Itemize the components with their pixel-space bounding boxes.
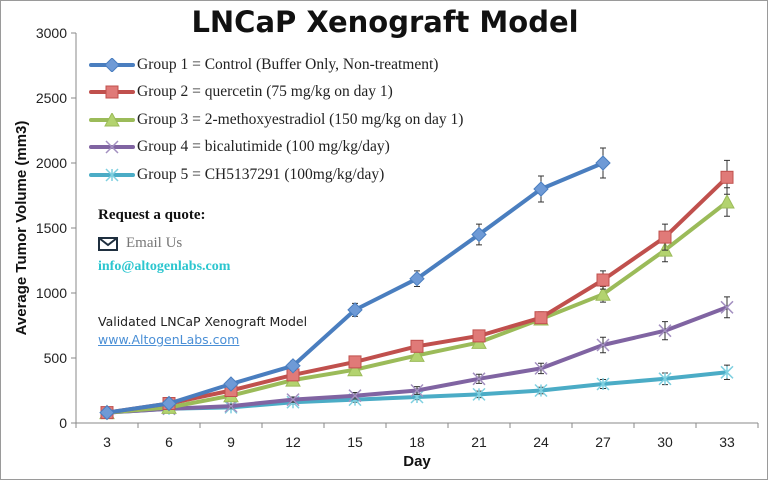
x-tick-label: 24	[533, 434, 549, 450]
email-us-label: Email Us	[126, 235, 183, 251]
data-point	[99, 404, 115, 421]
y-tick-label: 1500	[36, 220, 67, 236]
legend-marker	[105, 168, 119, 182]
x-tick-label: 18	[409, 434, 425, 450]
legend-label: Group 2 = quercetin (75 mg/kg on day 1)	[137, 83, 393, 101]
legend-swatch	[89, 168, 135, 182]
data-point	[472, 329, 486, 343]
data-point	[409, 270, 425, 287]
x-tick-label: 12	[285, 434, 301, 450]
x-axis-title: Day	[403, 453, 431, 470]
data-point	[720, 170, 734, 184]
y-tick-label: 2500	[36, 90, 67, 106]
data-point	[223, 376, 239, 392]
y-tick-label: 0	[59, 415, 67, 431]
data-point	[658, 324, 672, 338]
x-tick-label: 27	[595, 434, 611, 450]
data-point	[472, 387, 486, 401]
data-point	[410, 339, 424, 353]
y-tick-label: 2000	[36, 155, 67, 171]
data-point	[409, 347, 425, 362]
data-point	[720, 365, 734, 379]
data-point	[347, 361, 363, 377]
x-tick-label: 6	[165, 434, 173, 450]
request-quote-heading: Request a quote:	[98, 207, 206, 223]
data-point	[534, 383, 548, 398]
x-tick-label: 9	[227, 434, 235, 450]
data-point	[348, 389, 362, 403]
legend-swatch	[89, 57, 135, 72]
chart-title: LNCaP Xenograft Model	[191, 5, 579, 39]
data-point	[658, 230, 672, 244]
legend: Group 1 = Control (Buffer Only, Non-trea…	[89, 51, 463, 189]
data-point	[471, 226, 487, 243]
legend-label: Group 5 = CH5137291 (100mg/kg/day)	[137, 165, 385, 183]
legend-marker	[104, 112, 120, 127]
data-point	[719, 193, 735, 209]
validated-model-text: Validated LNCaP Xenograft Model	[98, 314, 308, 329]
legend-label: Group 4 = bicalutimide (100 mg/kg/day)	[137, 138, 390, 156]
x-tick-label: 30	[657, 434, 673, 450]
data-point	[595, 155, 611, 171]
data-point	[596, 273, 610, 287]
legend-swatch	[89, 85, 135, 99]
data-point	[472, 372, 486, 386]
legend-swatch	[89, 112, 135, 127]
legend-marker	[104, 57, 120, 72]
data-point	[534, 361, 548, 375]
x-tick-label: 21	[471, 434, 487, 450]
legend-marker	[105, 140, 119, 154]
legend-item: Group 5 = CH5137291 (100mg/kg/day)	[89, 161, 463, 189]
legend-item: Group 3 = 2-methoxyestradiol (150 mg/kg …	[89, 106, 463, 134]
legend-marker	[105, 85, 119, 99]
data-point	[720, 300, 734, 314]
data-point	[161, 395, 177, 412]
y-tick-label: 3000	[36, 25, 67, 41]
data-point	[410, 383, 424, 398]
legend-swatch	[89, 140, 135, 154]
data-point	[285, 358, 301, 374]
email-us-link[interactable]: Email Us	[98, 235, 182, 252]
x-tick-label: 15	[347, 434, 363, 450]
data-point	[534, 311, 548, 325]
legend-label: Group 3 = 2-methoxyestradiol (150 mg/kg …	[137, 110, 464, 128]
envelope-icon	[98, 236, 118, 251]
y-tick-label: 500	[44, 350, 68, 366]
series-group-2	[100, 159, 734, 420]
data-point	[533, 181, 549, 197]
email-address-link[interactable]: info@altogenlabs.com	[98, 259, 231, 274]
data-point	[347, 302, 363, 318]
legend-item: Group 2 = quercetin (75 mg/kg on day 1)	[89, 79, 463, 107]
x-tick-label: 3	[103, 434, 111, 450]
legend-item: Group 4 = bicalutimide (100 mg/kg/day)	[89, 134, 463, 162]
legend-item: Group 1 = Control (Buffer Only, Non-trea…	[89, 51, 463, 79]
website-link[interactable]: www.AltogenLabs.com	[98, 332, 240, 347]
data-point	[658, 372, 672, 386]
series-group-1	[99, 147, 611, 421]
data-point	[348, 355, 362, 369]
data-point	[595, 286, 611, 301]
legend-label: Group 1 = Control (Buffer Only, Non-trea…	[137, 55, 439, 73]
data-point	[596, 338, 610, 352]
x-tick-label: 33	[719, 434, 735, 450]
data-point	[596, 377, 610, 391]
y-tick-label: 1000	[36, 285, 67, 301]
data-point	[286, 393, 300, 407]
y-axis-title: Average Tumor Volume (mm3)	[13, 121, 30, 336]
